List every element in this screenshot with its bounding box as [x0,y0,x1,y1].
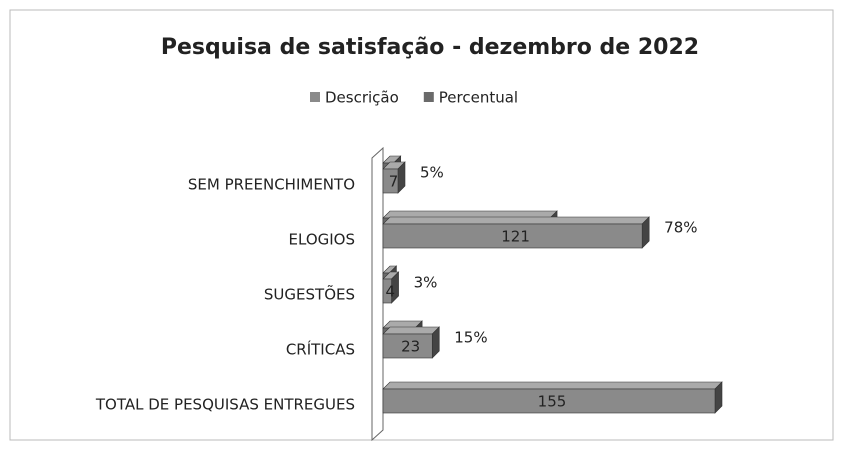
legend-label: Percentual [439,89,518,107]
category-label: SUGESTÕES [264,285,355,304]
chart-title: Pesquisa de satisfação - dezembro de 202… [161,35,699,60]
category-label: TOTAL DE PESQUISAS ENTREGUES [95,396,355,414]
data-label: 3% [414,274,438,292]
data-label: 15% [454,329,487,347]
data-label: 121 [501,228,530,246]
bar [382,278,392,304]
data-label: 5% [420,164,444,182]
bar-top [382,216,650,225]
data-label: 23 [401,338,420,356]
data-label: 4 [386,283,396,301]
legend-swatch [310,92,320,102]
legend-swatch [423,92,434,102]
data-label: 155 [538,393,567,411]
bar-top [382,326,440,335]
bar-top [382,381,723,390]
bar [382,333,433,359]
category-label: CRÍTICAS [286,340,355,359]
data-label: 78% [664,219,697,237]
bar [382,388,716,414]
legend-label: Descrição [325,89,399,107]
category-label: SEM PREENCHIMENTO [188,176,355,194]
data-label: 7 [389,173,399,191]
bar [382,168,399,194]
category-label: ELOGIOS [289,231,355,249]
bar [382,223,643,249]
axis-wall [371,146,384,442]
